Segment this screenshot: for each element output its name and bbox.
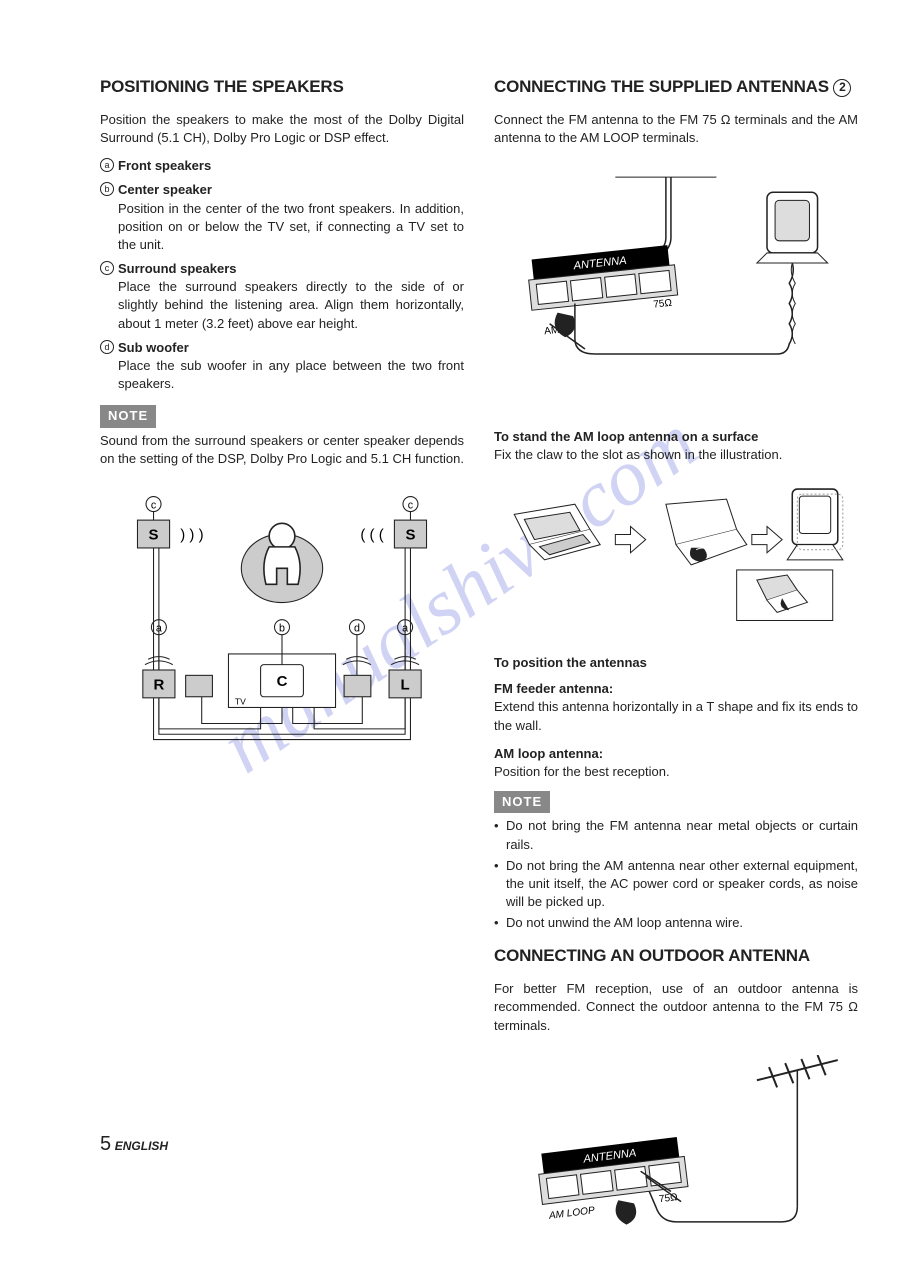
am-loop-stand-diagram bbox=[494, 484, 858, 626]
svg-text:S: S bbox=[405, 526, 415, 543]
label-d-icon: d bbox=[100, 340, 114, 354]
left-column: POSITIONING THE SPEAKERS Position the sp… bbox=[100, 75, 464, 1267]
speaker-layout-diagram: S c ) ) ) S c ( ( ( bbox=[100, 488, 464, 766]
antenna-terminal-diagram: ANTENNA 75Ω AM bbox=[494, 167, 858, 400]
step-2-icon: 2 bbox=[833, 79, 851, 97]
item-title: Surround speakers bbox=[118, 260, 237, 278]
item-body: Position in the center of the two front … bbox=[118, 200, 464, 255]
fm-feeder-heading: FM feeder antenna: bbox=[494, 680, 858, 698]
item-title: Center speaker bbox=[118, 181, 212, 199]
svg-text:C: C bbox=[277, 673, 288, 690]
svg-text:c: c bbox=[151, 499, 157, 511]
fm-feeder-body: Extend this antenna horizontally in a T … bbox=[494, 698, 858, 734]
position-antennas-heading: To position the antennas bbox=[494, 654, 858, 672]
note-text-left: Sound from the surround speakers or cent… bbox=[100, 432, 464, 468]
svg-text:75Ω: 75Ω bbox=[653, 298, 673, 311]
intro-outdoor: For better FM reception, use of an outdo… bbox=[494, 980, 858, 1035]
label-c-icon: c bbox=[100, 261, 114, 275]
right-column: CONNECTING THE SUPPLIED ANTENNAS 2 Conne… bbox=[494, 75, 858, 1267]
item-title: Sub woofer bbox=[118, 339, 189, 357]
note-bullet: Do not bring the AM antenna near other e… bbox=[494, 857, 858, 912]
svg-text:d: d bbox=[354, 622, 360, 634]
item-front-speakers: a Front speakers bbox=[100, 157, 464, 175]
svg-text:AM LOOP: AM LOOP bbox=[547, 1205, 595, 1222]
item-title: Front speakers bbox=[118, 157, 211, 175]
heading-connecting-antennas: CONNECTING THE SUPPLIED ANTENNAS 2 bbox=[494, 75, 858, 99]
stand-am-heading: To stand the AM loop antenna on a surfac… bbox=[494, 428, 858, 446]
note-bullet: Do not unwind the AM loop antenna wire. bbox=[494, 914, 858, 932]
svg-text:b: b bbox=[279, 622, 285, 634]
note-badge: NOTE bbox=[100, 405, 156, 427]
svg-text:) ) ): ) ) ) bbox=[180, 526, 203, 543]
svg-text:a: a bbox=[402, 622, 408, 634]
am-loop-body: Position for the best reception. bbox=[494, 763, 858, 781]
svg-text:L: L bbox=[401, 676, 410, 693]
heading-positioning-speakers: POSITIONING THE SPEAKERS bbox=[100, 75, 464, 99]
note-bullet-list: Do not bring the FM antenna near metal o… bbox=[494, 817, 858, 932]
item-body: Place the surround speakers directly to … bbox=[118, 278, 464, 333]
stand-am-body: Fix the claw to the slot as shown in the… bbox=[494, 446, 858, 464]
intro-text-left: Position the speakers to make the most o… bbox=[100, 111, 464, 147]
speaker-item-list: a Front speakers b Center speaker Positi… bbox=[100, 157, 464, 393]
svg-text:c: c bbox=[408, 499, 414, 511]
note-badge: NOTE bbox=[494, 791, 550, 813]
heading-outdoor-antenna: CONNECTING AN OUTDOOR ANTENNA bbox=[494, 944, 858, 968]
item-sub-woofer: d Sub woofer Place the sub woofer in any… bbox=[100, 339, 464, 394]
intro-text-right1: Connect the FM antenna to the FM 75 Ω te… bbox=[494, 111, 858, 147]
svg-text:( ( (: ( ( ( bbox=[360, 526, 383, 543]
svg-text:TV: TV bbox=[235, 696, 246, 706]
svg-text:R: R bbox=[153, 676, 164, 693]
note-bullet: Do not bring the FM antenna near metal o… bbox=[494, 817, 858, 853]
outdoor-antenna-diagram: ANTENNA AM LOOP 75Ω bbox=[494, 1055, 858, 1247]
am-loop-heading: AM loop antenna: bbox=[494, 745, 858, 763]
label-b-icon: b bbox=[100, 182, 114, 196]
label-a-icon: a bbox=[100, 158, 114, 172]
item-surround-speakers: c Surround speakers Place the surround s… bbox=[100, 260, 464, 333]
svg-text:a: a bbox=[156, 622, 162, 634]
item-center-speaker: b Center speaker Position in the center … bbox=[100, 181, 464, 254]
svg-text:S: S bbox=[149, 526, 159, 543]
item-body: Place the sub woofer in any place betwee… bbox=[118, 357, 464, 393]
